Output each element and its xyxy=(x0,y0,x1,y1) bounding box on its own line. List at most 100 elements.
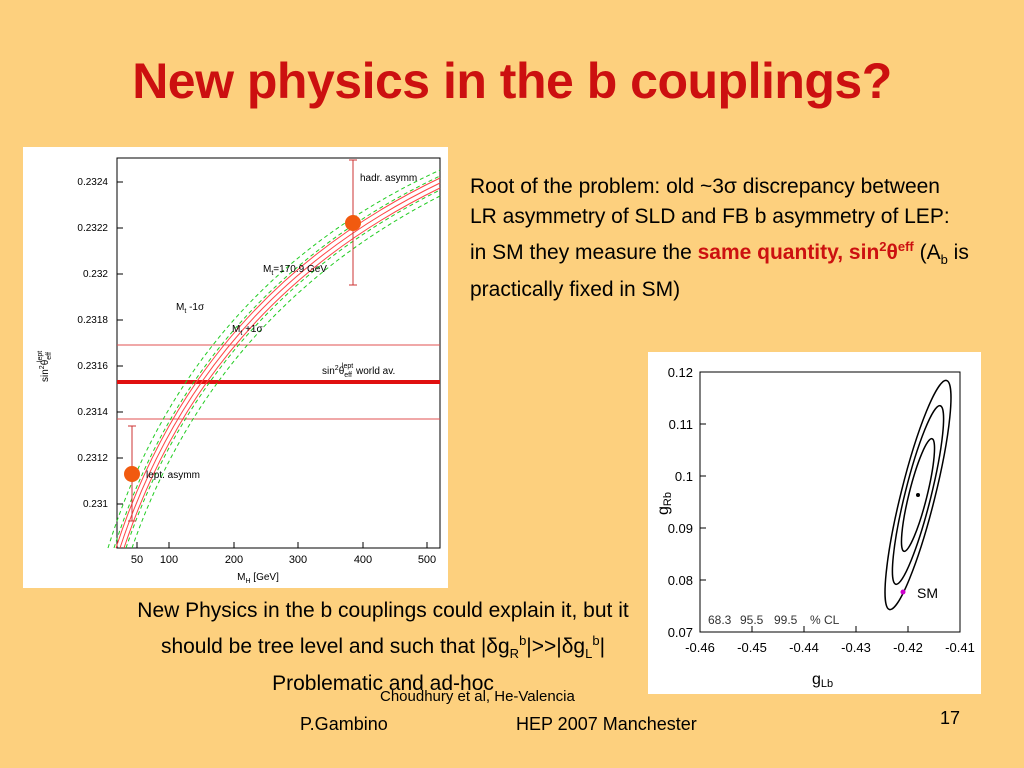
annotations: hadr. asymm lept. asymm Mt=170.9 GeV Mt … xyxy=(146,173,417,481)
best-fit-point xyxy=(916,493,920,497)
y-tick-label: 0.2318 xyxy=(77,315,108,326)
tick-marks xyxy=(700,423,909,632)
text: g xyxy=(655,506,672,515)
curves xyxy=(107,169,441,549)
text: sin xyxy=(322,366,335,377)
text: same quantity, sin xyxy=(697,241,880,264)
paragraph: New Physics in the b couplings could exp… xyxy=(118,596,648,699)
x-axis-label: MH [GeV] xyxy=(237,572,279,585)
cl-value: 99.5 xyxy=(774,613,798,627)
sm-label: SM xyxy=(917,585,938,601)
annotation: hadr. asymm xyxy=(360,173,417,184)
superscript: lept xyxy=(37,351,44,362)
text: M xyxy=(176,302,184,313)
text: (A xyxy=(913,241,941,264)
text: θ xyxy=(339,366,345,377)
superscript: lept xyxy=(342,363,353,370)
superscript: eff xyxy=(897,239,914,254)
subscript: b xyxy=(940,252,948,268)
text: M xyxy=(263,264,271,275)
sm-point xyxy=(900,589,906,595)
text: | Problematic and ad-hoc xyxy=(272,635,606,696)
text: +1σ xyxy=(242,324,263,335)
subscript: t xyxy=(184,308,186,315)
curve xyxy=(119,182,441,549)
subscript: t xyxy=(271,270,273,277)
contour xyxy=(900,437,936,553)
plot-frame xyxy=(699,371,961,633)
annotation: sin2θeff lept world av. xyxy=(322,363,395,379)
x-tick-label: 500 xyxy=(418,554,436,566)
footer-event: HEP 2007 Manchester xyxy=(516,714,697,734)
x-tick-label: -0.42 xyxy=(893,640,923,655)
y-tick-label: 0.232 xyxy=(83,269,108,280)
figure-background xyxy=(23,147,448,588)
x-tick-label: -0.46 xyxy=(685,640,715,655)
superscript: 2 xyxy=(879,239,887,254)
text: |>>|δg xyxy=(526,635,586,658)
x-tick-label: -0.43 xyxy=(841,640,871,655)
cl-legend: 68.3 95.5 99.5 % CL xyxy=(708,613,840,627)
text: [GeV] xyxy=(251,572,280,583)
y-tick-label: 0.08 xyxy=(668,573,693,588)
text: M xyxy=(237,572,245,583)
highlight: same quantity, sin2θeff xyxy=(697,239,914,264)
x-tick-label: -0.41 xyxy=(945,640,975,655)
y-axis-label: sin2θefflept xyxy=(37,351,53,382)
x-tick-label: 300 xyxy=(289,554,307,566)
y-tick-label: 0.07 xyxy=(668,625,693,640)
data-point xyxy=(124,466,140,482)
text: g xyxy=(812,671,821,688)
subscript: t xyxy=(240,330,242,337)
superscript: b xyxy=(592,633,600,648)
left-figure: 0.2324 0.2322 0.232 0.2318 0.2316 0.2314… xyxy=(23,147,448,588)
cl-label: % CL xyxy=(810,613,840,627)
x-axis-label: gLb xyxy=(812,671,833,690)
text: New Physics in the b couplings could exp… xyxy=(137,599,629,658)
contour xyxy=(891,404,945,586)
y-tick-label: 0.2314 xyxy=(77,407,108,418)
text: -1σ xyxy=(186,302,205,313)
curve xyxy=(123,187,441,549)
text: θ xyxy=(886,241,898,264)
text: Root of the problem: old ~3σ discrepancy… xyxy=(470,175,950,264)
subscript: Lb xyxy=(821,678,833,690)
curve xyxy=(113,175,441,549)
cl-value: 68.3 xyxy=(708,613,732,627)
y-tick-label: 0.1 xyxy=(675,469,693,484)
x-ticks: -0.46 -0.45 -0.44 -0.43 -0.42 -0.41 xyxy=(685,640,975,655)
curve xyxy=(115,177,441,549)
y-tick-label: 0.09 xyxy=(668,521,693,536)
x-tick-label: 100 xyxy=(160,554,178,566)
cl-value: 95.5 xyxy=(740,613,764,627)
x-tick-label: 200 xyxy=(225,554,243,566)
x-tick-label: -0.44 xyxy=(789,640,819,655)
subscript: eff xyxy=(46,352,53,360)
y-tick-label: 0.2322 xyxy=(77,223,108,234)
paragraph: Root of the problem: old ~3σ discrepancy… xyxy=(470,172,970,305)
y-axis-label: gRb xyxy=(655,492,674,515)
citation: Choudhury et al, He-Valencia xyxy=(380,688,575,705)
y-tick-label: 0.2316 xyxy=(77,361,108,372)
y-tick-label: 0.2324 xyxy=(77,177,108,188)
subscript: L xyxy=(585,646,593,662)
y-tick-label: 0.12 xyxy=(668,365,693,380)
text: M xyxy=(232,324,240,335)
footer-author: P.Gambino xyxy=(300,714,388,734)
annotation: Mt +1σ xyxy=(232,324,263,337)
x-tick-label: 50 xyxy=(131,554,143,566)
slide-title: New physics in the b couplings? xyxy=(132,53,892,109)
subscript: R xyxy=(509,646,520,662)
curve xyxy=(107,169,441,549)
data-point xyxy=(345,215,361,231)
y-tick-marks xyxy=(117,181,428,548)
contours xyxy=(884,379,952,611)
x-ticks: 50 100 200 300 400 500 xyxy=(131,554,436,566)
x-tick-label: -0.45 xyxy=(737,640,767,655)
y-ticks: 0.2324 0.2322 0.232 0.2318 0.2316 0.2314… xyxy=(77,177,108,510)
page-number: 17 xyxy=(940,708,961,728)
text: θ xyxy=(40,359,51,365)
curve xyxy=(131,195,441,549)
superscript: 2 xyxy=(335,365,339,372)
